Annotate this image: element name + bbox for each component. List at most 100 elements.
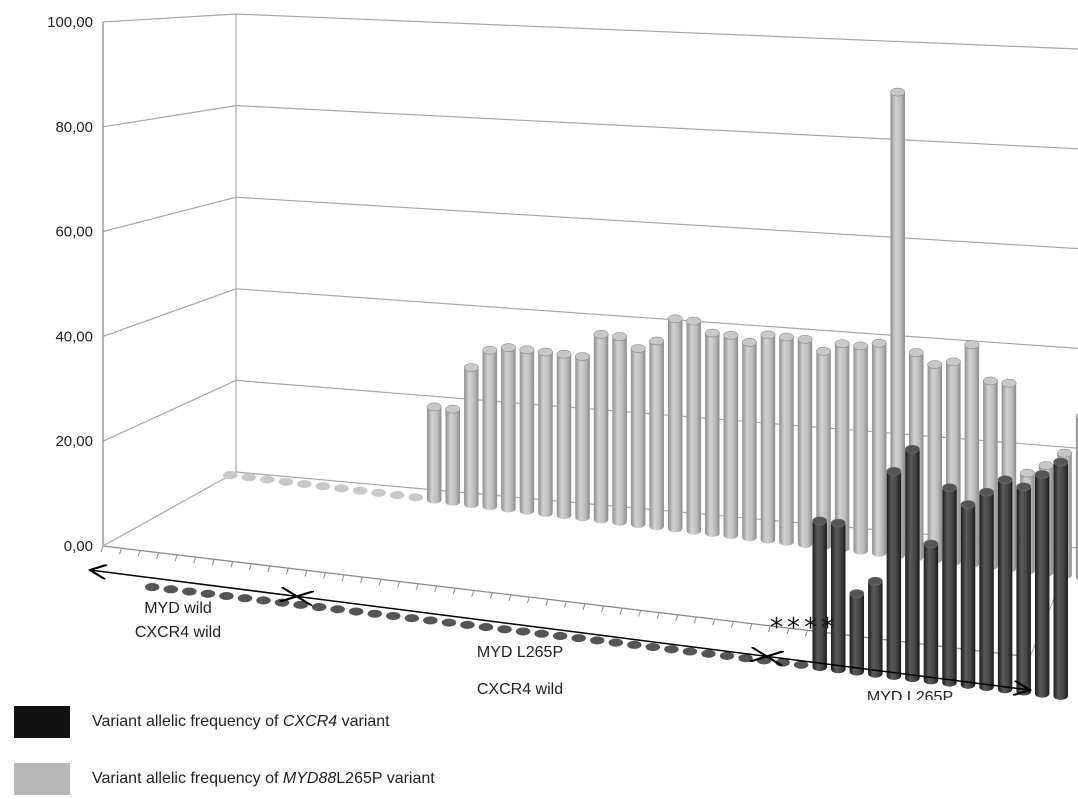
bar-myd88-top [667,314,683,324]
bar-cxcr4-top [942,483,957,492]
bar-cxcr4 [645,643,661,652]
bar-cxcr4 [386,611,401,621]
bar-cxcr4-top [1034,470,1050,479]
bar-cxcr4 [979,492,994,692]
bar-myd88-top [612,332,628,341]
bar-cxcr4 [163,585,179,594]
bar-myd88-top [1038,461,1054,470]
bar-cxcr4-top [812,516,828,526]
group-label-line1: MYD L265P [867,689,953,700]
x-tick [193,556,197,564]
bar-myd88-top [853,341,869,351]
bar-myd88-top [945,357,961,367]
bar-myd88-top [537,347,553,357]
x-tick [805,630,808,637]
bar-cxcr4-top [997,475,1013,484]
bar-cxcr4 [886,471,902,680]
bar-myd88-top [834,339,850,348]
bar-myd88 [389,491,405,500]
legend-swatch-cxcr4 [14,706,70,738]
bar-myd88 [464,367,479,509]
bar-myd88-top [463,363,479,372]
bar-myd88-top [760,330,776,340]
gridline-left [102,288,237,337]
bar-cxcr4 [942,487,957,687]
bar-myd88 [742,342,757,542]
x-tick [415,583,419,590]
bar-cxcr4 [905,449,920,683]
bar-cxcr4-top [830,518,846,528]
x-tick [174,554,178,562]
bar-cxcr4-top [1053,457,1069,467]
y-tick-label: 0,00 [64,538,93,555]
x-tick [638,610,642,617]
legend-swatch-myd88 [14,763,70,795]
bar-myd88 [278,477,294,486]
bar-cxcr4 [627,640,642,649]
bar-cxcr4 [404,614,420,623]
bar-myd88-top [741,338,757,347]
x-tick [211,559,215,566]
bar-cxcr4-top [923,539,939,549]
x-tick [489,592,493,599]
legend-label-myd88: Variant allelic frequency of MYD88L265P … [92,770,435,787]
x-tick [508,594,512,601]
legend-item-myd88: Variant allelic frequency of MYD88L265P … [14,763,435,795]
bar-myd88-top [964,340,980,349]
bar-myd88 [890,92,905,560]
bar-myd88-top [426,402,442,412]
bar-myd88-top [593,330,609,339]
bar-cxcr4 [571,634,586,643]
x-tick [545,599,549,606]
bar-cxcr4 [274,598,290,607]
y-tick-label: 60,00 [55,224,93,241]
bar-myd88-top [575,352,591,361]
bar-myd88-top [1001,378,1017,388]
x-tick [304,570,308,577]
bar-cxcr4 [182,587,197,596]
bar-cxcr4 [738,654,753,663]
bar-myd88-top [482,345,498,355]
x-tick [656,612,660,619]
chart: 0,00 20,00 40,00 60,00 80,00 100,00 MYD wild CX… [47,13,1078,700]
bar-cxcr4 [701,649,716,658]
bar-cxcr4-top [904,444,920,454]
gridline-left [102,196,237,233]
x-tick [582,603,586,610]
bar-cxcr4 [497,625,512,634]
bar-myd88 [723,335,739,540]
bar-myd88-top [890,87,906,97]
bar-myd88 [408,493,423,502]
legend-item-cxcr4: Variant allelic frequency of CXCR4 varia… [14,706,390,738]
bar-myd88 [779,337,794,546]
bar-cxcr4 [293,600,308,609]
bar-myd88 [371,488,386,497]
bar-cxcr4 [552,631,568,640]
bar-myd88 [241,473,257,482]
bar-myd88-top [500,343,516,352]
bar-cxcr4 [608,638,624,647]
x-tick [285,568,289,575]
bar-myd88 [686,321,702,535]
x-tick [749,623,753,630]
bar-cxcr4 [348,607,364,616]
bar-cxcr4 [367,609,382,618]
bar-myd88-top [927,360,943,369]
bar-myd88 [482,350,498,511]
x-tick [230,561,234,568]
bar-cxcr4 [719,651,735,660]
bar-myd88 [575,356,590,522]
bar-myd88 [667,318,683,533]
x-tick [693,616,697,624]
bar-myd88 [853,345,868,555]
bar-myd88 [334,484,349,493]
gridline-back [235,105,1078,150]
gridline-back [235,196,1078,250]
bar-myd88 [593,334,609,524]
x-tick [786,627,790,635]
bar-myd88 [352,486,368,495]
x-tick [526,596,530,604]
bar-myd88-top [1057,448,1073,458]
legend-label-cxcr4: Variant allelic frequency of CXCR4 varia… [92,713,390,730]
bar-myd88 [760,334,776,544]
